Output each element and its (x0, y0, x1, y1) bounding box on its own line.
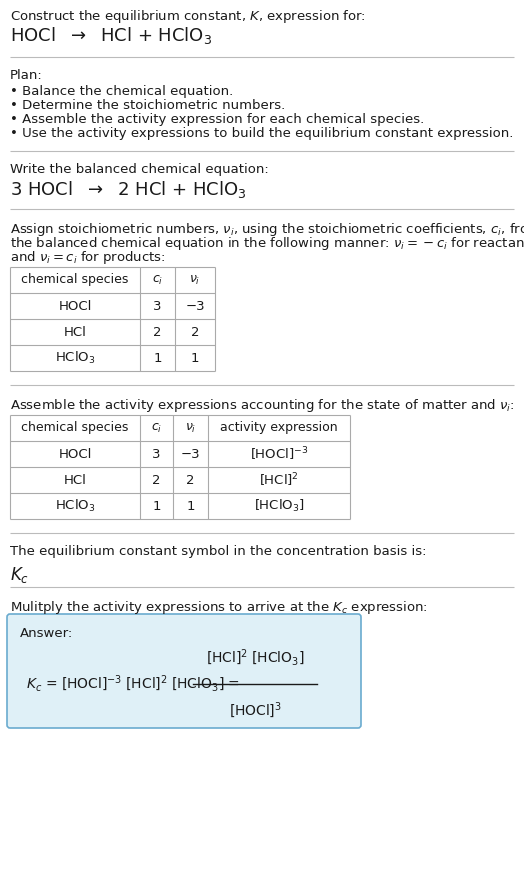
Text: $c_i$: $c_i$ (152, 274, 163, 287)
Text: • Determine the stoichiometric numbers.: • Determine the stoichiometric numbers. (10, 99, 285, 112)
Text: • Balance the chemical equation.: • Balance the chemical equation. (10, 85, 233, 98)
Text: HOCl  $\rightarrow$  HCl + HClO$_3$: HOCl $\rightarrow$ HCl + HClO$_3$ (10, 25, 212, 46)
Text: [HOCl]$^{-3}$: [HOCl]$^{-3}$ (250, 446, 308, 462)
Text: activity expression: activity expression (220, 421, 338, 435)
Text: −3: −3 (185, 299, 205, 313)
Text: [HClO$_3$]: [HClO$_3$] (254, 498, 304, 514)
Text: $c_i$: $c_i$ (151, 421, 162, 435)
Text: the balanced chemical equation in the following manner: $\nu_i = -c_i$ for react: the balanced chemical equation in the fo… (10, 235, 524, 252)
Text: HClO$_3$: HClO$_3$ (54, 498, 95, 514)
Text: Write the balanced chemical equation:: Write the balanced chemical equation: (10, 163, 269, 176)
Text: 3: 3 (153, 299, 162, 313)
Text: Answer:: Answer: (20, 627, 73, 640)
Text: HCl: HCl (63, 325, 86, 339)
Text: Mulitply the activity expressions to arrive at the $K_c$ expression:: Mulitply the activity expressions to arr… (10, 599, 428, 616)
Text: $\nu_i$: $\nu_i$ (185, 421, 196, 435)
Text: 3: 3 (152, 447, 161, 461)
Text: [HCl]$^2$ [HClO$_3$]: [HCl]$^2$ [HClO$_3$] (206, 648, 304, 668)
Text: [HOCl]$^3$: [HOCl]$^3$ (228, 700, 281, 720)
Text: 2: 2 (191, 325, 199, 339)
Text: 1: 1 (191, 352, 199, 364)
Text: Plan:: Plan: (10, 69, 43, 82)
Text: HOCl: HOCl (58, 299, 92, 313)
Text: chemical species: chemical species (21, 274, 129, 287)
Text: 1: 1 (186, 500, 195, 512)
Text: and $\nu_i = c_i$ for products:: and $\nu_i = c_i$ for products: (10, 249, 166, 266)
Text: 3 HOCl  $\rightarrow$  2 HCl + HClO$_3$: 3 HOCl $\rightarrow$ 2 HCl + HClO$_3$ (10, 179, 247, 200)
Text: $\nu_i$: $\nu_i$ (189, 274, 201, 287)
Text: 1: 1 (152, 500, 161, 512)
Text: HCl: HCl (63, 473, 86, 486)
Text: 2: 2 (153, 325, 162, 339)
Text: HOCl: HOCl (58, 447, 92, 461)
Text: Assemble the activity expressions accounting for the state of matter and $\nu_i$: Assemble the activity expressions accoun… (10, 397, 515, 414)
Text: $K_c$: $K_c$ (10, 565, 29, 585)
Text: • Assemble the activity expression for each chemical species.: • Assemble the activity expression for e… (10, 113, 424, 126)
Text: The equilibrium constant symbol in the concentration basis is:: The equilibrium constant symbol in the c… (10, 545, 427, 558)
Text: 1: 1 (153, 352, 162, 364)
Text: [HCl]$^2$: [HCl]$^2$ (259, 471, 299, 489)
Text: Assign stoichiometric numbers, $\nu_i$, using the stoichiometric coefficients, $: Assign stoichiometric numbers, $\nu_i$, … (10, 221, 524, 238)
Text: $K_c$ = [HOCl]$^{-3}$ [HCl]$^2$ [HClO$_3$] =: $K_c$ = [HOCl]$^{-3}$ [HCl]$^2$ [HClO$_3… (26, 674, 240, 694)
FancyBboxPatch shape (7, 614, 361, 728)
Text: 2: 2 (186, 473, 195, 486)
Text: Construct the equilibrium constant, $K$, expression for:: Construct the equilibrium constant, $K$,… (10, 8, 366, 25)
Text: −3: −3 (181, 447, 200, 461)
Text: chemical species: chemical species (21, 421, 129, 435)
Text: HClO$_3$: HClO$_3$ (54, 350, 95, 366)
Text: 2: 2 (152, 473, 161, 486)
Text: • Use the activity expressions to build the equilibrium constant expression.: • Use the activity expressions to build … (10, 127, 514, 140)
